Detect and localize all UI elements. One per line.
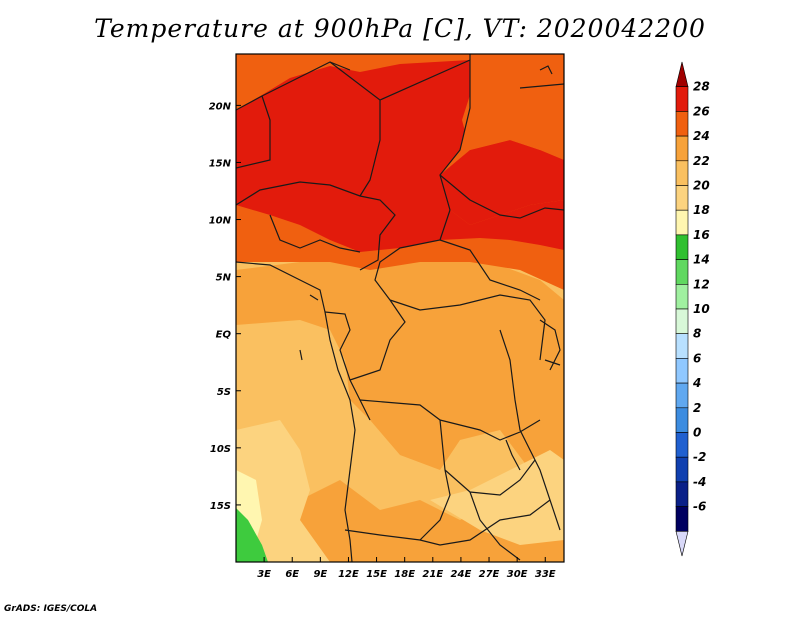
legend-swatch <box>675 481 689 507</box>
legend-label: 2 <box>693 401 701 415</box>
legend-swatch <box>675 160 689 186</box>
legend-swatch <box>675 234 689 260</box>
legend-swatch <box>675 135 689 162</box>
legend-label: 10 <box>693 302 710 316</box>
x-tick-label: 9E <box>313 569 327 580</box>
map-frame <box>235 53 565 563</box>
x-tick-label: 33E <box>535 569 556 580</box>
legend-label: 20 <box>693 179 710 193</box>
x-tick-label: 30E <box>507 569 528 580</box>
temperature-field <box>236 54 564 562</box>
legend-label: 14 <box>693 253 710 267</box>
field-se-18 <box>430 450 564 545</box>
y-tick-label: 10N <box>209 216 232 227</box>
legend-swatch <box>675 283 689 310</box>
x-tick-label: 21E <box>422 569 443 580</box>
x-tick-label: 24E <box>451 569 472 580</box>
legend-label: -4 <box>693 475 706 489</box>
legend-label: 24 <box>693 129 710 143</box>
coastline <box>236 261 356 562</box>
grads-credit: GrADS: IGES/COLA <box>4 604 98 614</box>
legend-swatch <box>675 259 689 285</box>
x-tick-label: 3E <box>257 569 271 580</box>
legend-swatch <box>675 209 689 236</box>
legend-swatch <box>675 432 689 458</box>
legend-label: 0 <box>693 426 701 440</box>
field-south-22 <box>260 480 564 562</box>
y-axis: 20N 15N 10N 5N EQ 5S 10S 15S <box>209 101 241 512</box>
y-tick-label: EQ <box>216 330 232 341</box>
legend-swatch <box>675 86 689 112</box>
x-tick-label: 12E <box>338 569 359 580</box>
legend-label: 4 <box>692 376 701 390</box>
y-tick-label: 15S <box>210 501 231 512</box>
legend-swatch <box>675 407 689 433</box>
field-band-26 <box>236 60 564 252</box>
y-tick-label: 15N <box>209 158 232 169</box>
field-band-26-east <box>440 140 564 225</box>
y-tick-label: 5S <box>217 387 231 398</box>
x-tick-label: 18E <box>394 569 415 580</box>
legend-label: 22 <box>693 154 710 168</box>
legend-swatch <box>675 333 689 359</box>
field-ne-24 <box>462 90 564 150</box>
legend-swatch <box>675 308 689 335</box>
x-tick-label: 6E <box>285 569 299 580</box>
legend-swatch <box>675 185 689 211</box>
y-tick-label: 5N <box>216 273 232 284</box>
field-band-22 <box>236 258 564 480</box>
legend-swatch <box>675 358 689 384</box>
legend-swatch <box>675 530 689 557</box>
y-tick-label: 20N <box>209 101 232 112</box>
legend-label: 12 <box>693 277 710 291</box>
legend-label: -6 <box>693 500 706 514</box>
country-borders <box>236 54 564 561</box>
legend-label: 26 <box>693 104 710 118</box>
field-green-14 <box>236 508 268 562</box>
legend-swatch <box>675 61 689 87</box>
legend-label: 28 <box>693 80 710 94</box>
y-tick-label: 10S <box>210 444 231 455</box>
x-axis: 3E 6E 9E 12E 15E 18E 21E 24E 27E 30E 33E <box>257 557 556 580</box>
legend-swatch <box>675 382 689 409</box>
legend-label: 6 <box>693 351 701 365</box>
legend-label: -2 <box>693 450 706 464</box>
legend-label: 8 <box>693 327 701 341</box>
legend-label: 16 <box>693 228 710 242</box>
legend-label: 18 <box>693 203 710 217</box>
map-title: Temperature at 900hPa [C], VT: 202004220… <box>94 14 706 43</box>
legend-swatch <box>675 111 689 137</box>
x-tick-label: 27E <box>479 569 500 580</box>
legend-swatch <box>675 506 689 532</box>
x-tick-label: 15E <box>366 569 387 580</box>
legend-swatch <box>675 456 689 483</box>
